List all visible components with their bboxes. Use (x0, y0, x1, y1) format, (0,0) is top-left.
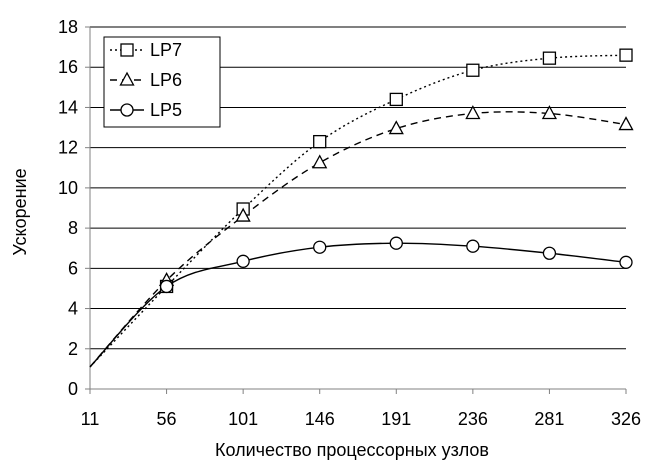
legend: LP7 LP6 LP5 (103, 36, 221, 128)
data-point-lp5 (389, 236, 403, 250)
data-point-lp6 (388, 120, 404, 135)
y-tick-label: 0 (68, 379, 78, 399)
y-tick-label: 4 (68, 299, 78, 319)
y-tick-label: 18 (58, 17, 78, 37)
data-point-lp6 (618, 116, 634, 131)
data-point-lp7 (466, 63, 480, 77)
data-point-lp5 (619, 255, 633, 269)
x-tick-labels: 11 56 101 146 191 236 281 326 (81, 409, 641, 429)
series-line-lp6 (89, 111, 627, 368)
series-markers (158, 48, 634, 294)
x-tick-label: 326 (611, 409, 641, 429)
data-point-lp6 (465, 105, 481, 120)
x-tick-label: 281 (534, 409, 564, 429)
x-axis-title: Количество процессорных узлов (215, 440, 489, 460)
data-point-lp7 (313, 134, 327, 149)
data-point-lp5 (159, 279, 174, 294)
y-axis-title: Ускорение (10, 168, 30, 255)
data-point-lp6 (312, 154, 328, 169)
x-tick-label: 56 (157, 409, 177, 429)
legend-marker-lp7 (120, 43, 134, 57)
data-point-lp7 (619, 48, 633, 62)
series-line-lp7 (89, 54, 627, 368)
legend-label-lp5: LP5 (150, 100, 182, 120)
data-point-lp5 (236, 254, 250, 268)
y-tick-label: 16 (58, 57, 78, 77)
y-tick-label: 8 (68, 218, 78, 238)
y-tick-label: 2 (68, 339, 78, 359)
x-tick-label: 146 (305, 409, 335, 429)
legend-label-lp6: LP6 (150, 70, 182, 90)
legend-marker-lp5 (120, 103, 134, 117)
data-point-lp6 (541, 105, 558, 120)
legend-label-lp7: LP7 (150, 40, 182, 60)
y-tick-labels: 0 2 4 6 8 10 12 14 16 18 (58, 17, 78, 399)
data-point-lp7 (389, 92, 403, 107)
data-point-lp7 (542, 51, 557, 65)
y-tick-label: 14 (58, 97, 78, 117)
x-tick-label: 236 (458, 409, 488, 429)
x-tick-label: 11 (81, 409, 100, 429)
axes (85, 26, 627, 394)
y-tick-label: 12 (58, 138, 78, 158)
x-tick-label: 101 (228, 409, 258, 429)
data-point-lp6 (235, 207, 251, 222)
legend-marker-lp6 (119, 71, 135, 86)
y-tick-label: 10 (58, 178, 78, 198)
data-point-lp5 (313, 240, 327, 254)
data-point-lp5 (542, 246, 557, 260)
data-point-lp5 (466, 239, 480, 253)
y-tick-label: 6 (68, 258, 78, 278)
x-tick-label: 191 (381, 409, 411, 429)
